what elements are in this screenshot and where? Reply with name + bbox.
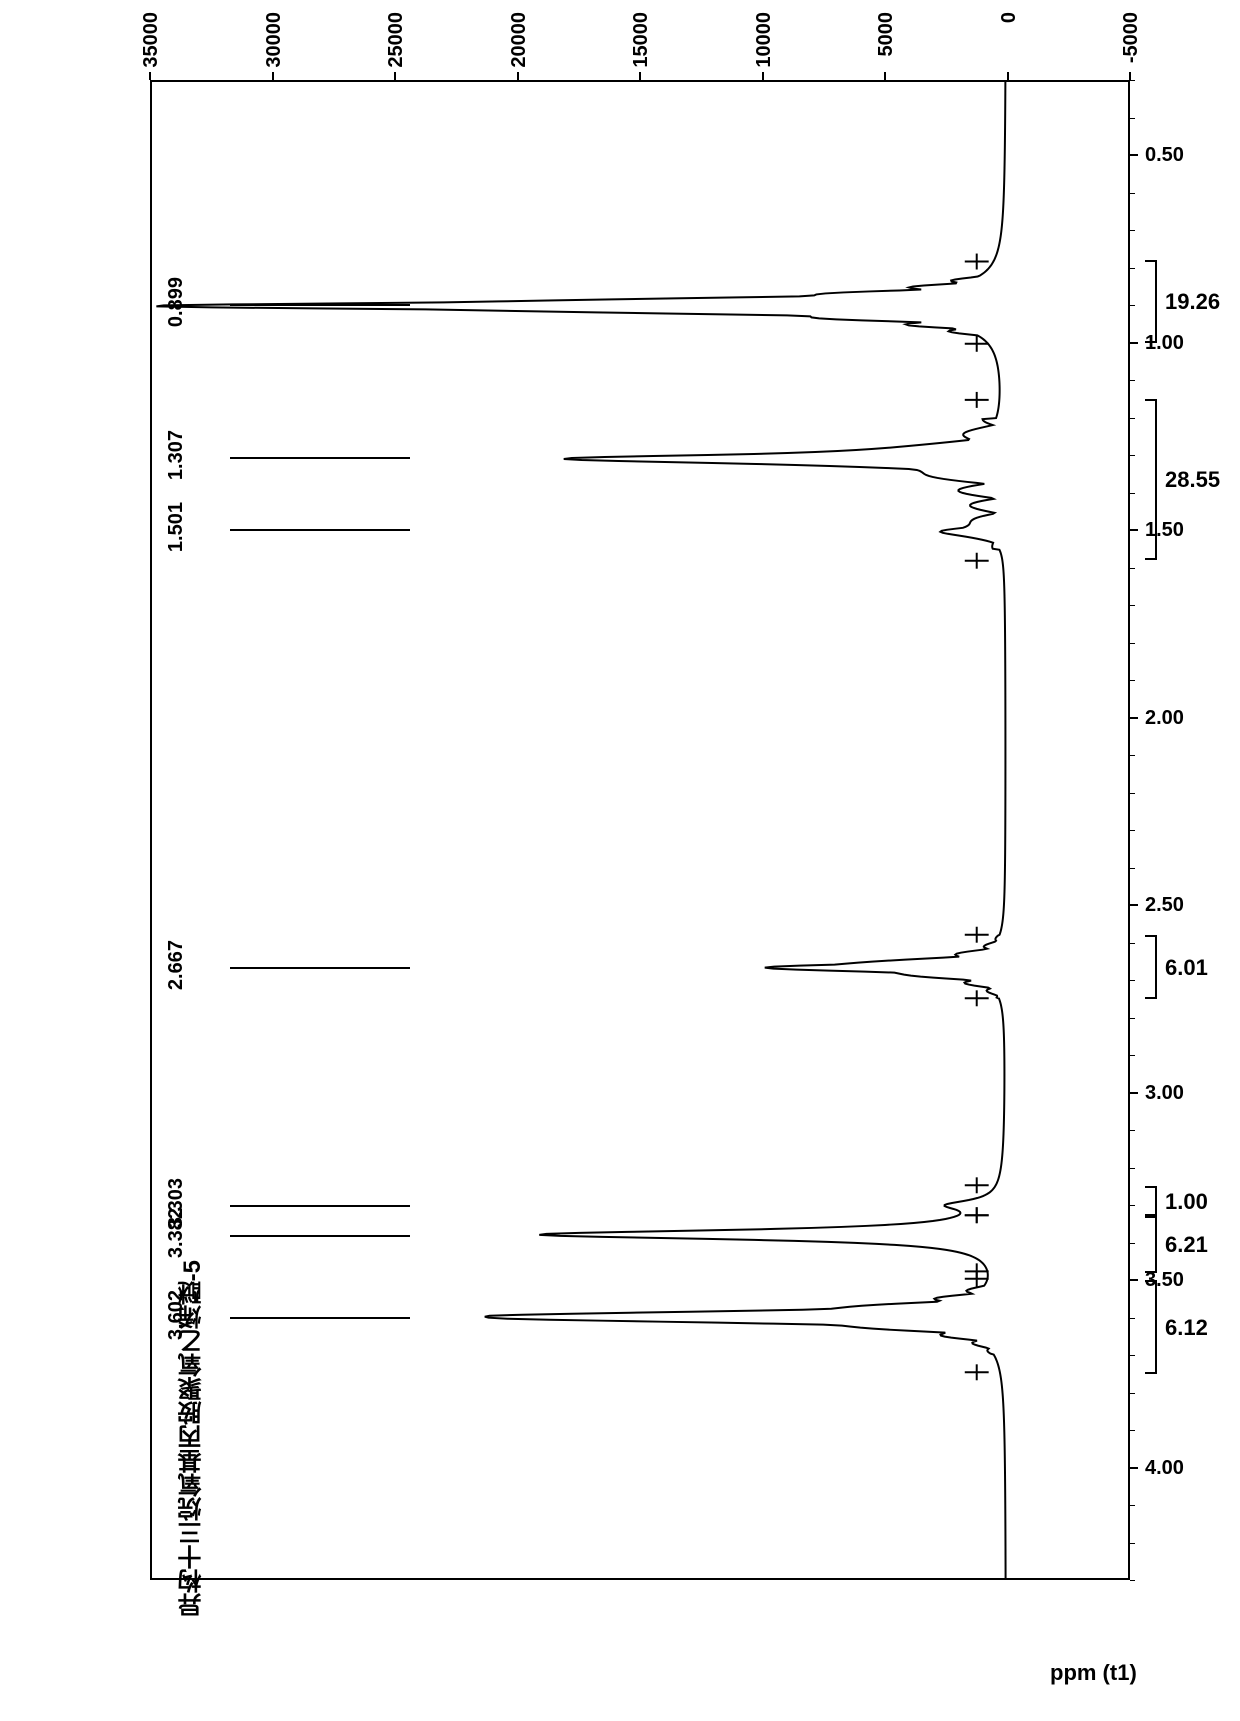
intensity-tick [149,72,151,80]
peak-connector [230,304,410,306]
intensity-tick-label: -5000 [1120,12,1143,63]
spectrum-line [152,82,1128,1578]
peak-label: 0.899 [165,277,188,327]
x-axis-title: ppm (t1) [1050,1660,1137,1686]
integral-value: 6.12 [1165,1315,1208,1341]
peak-label: 2.667 [165,940,188,990]
intensity-tick-label: 35000 [140,12,163,68]
peak-label: 1.307 [165,430,188,480]
peak-label: 3.382 [165,1208,188,1258]
intensity-tick-label: 15000 [630,12,653,68]
intensity-tick [394,72,396,80]
intensity-tick [762,72,764,80]
integral-value: 6.21 [1165,1232,1208,1258]
intensity-tick-label: 10000 [753,12,776,68]
integral-value: 19.26 [1165,289,1220,315]
intensity-tick-label: 25000 [385,12,408,68]
peak-label: 1.501 [165,502,188,552]
integral-value: 1.00 [1165,1189,1208,1215]
ppm-tick-label: 0.50 [1145,144,1184,167]
intensity-tick [1129,72,1131,80]
integral-bracket [1145,399,1157,560]
intensity-tick-label: 5000 [875,12,898,57]
ppm-tick-label: 2.50 [1145,894,1184,917]
ppm-tick-label: 3.00 [1145,1082,1184,1105]
peak-connector [230,967,410,969]
integral-value: 28.55 [1165,467,1220,493]
chart-title: 异构十三烷氧基丙胺聚氧乙烯醚-5 [175,1260,210,1617]
nmr-plot-container: -500005000100001500020000250003000035000… [150,80,1130,1580]
integral-bracket [1145,935,1157,999]
intensity-tick [1007,72,1009,80]
ppm-tick-label: 4.00 [1145,1457,1184,1480]
integral-value: 6.01 [1165,955,1208,981]
integral-bracket [1145,260,1157,343]
integral-bracket [1145,1280,1157,1374]
intensity-tick [517,72,519,80]
peak-connector [230,1205,410,1207]
integral-bracket [1145,1186,1157,1216]
intensity-tick-label: 20000 [508,12,531,68]
intensity-tick-label: 0 [998,12,1021,23]
intensity-tick-label: 30000 [263,12,286,68]
intensity-tick [639,72,641,80]
peak-connector [230,1235,410,1237]
intensity-tick [272,72,274,80]
ppm-tick-label: 2.00 [1145,707,1184,730]
intensity-tick [884,72,886,80]
peak-connector [230,1317,410,1319]
peak-connector [230,457,410,459]
integral-bracket [1145,1216,1157,1272]
peak-connector [230,529,410,531]
